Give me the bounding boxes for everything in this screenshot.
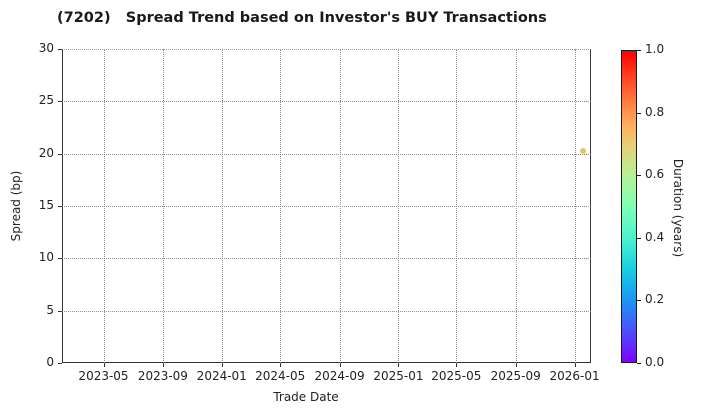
x-tick-label: 2024-05	[255, 369, 306, 383]
colorbar-tick-label: 0.0	[645, 355, 665, 369]
colorbar-tick-label: 0.2	[645, 292, 665, 307]
x-tick-mark	[221, 363, 223, 367]
x-tick-label: 2025-09	[490, 369, 541, 383]
colorbar-tick-mark	[637, 175, 641, 177]
colorbar-tick-mark	[637, 112, 641, 114]
x-tick-label: 2023-05	[78, 369, 129, 383]
colorbar-tick-label: 0.8	[645, 104, 665, 119]
y-tick-label: 10	[38, 250, 54, 265]
y-tick-mark	[58, 206, 62, 207]
x-axis-label: Trade Date	[273, 390, 339, 404]
colorbar-tick-mark	[637, 237, 641, 239]
y-gridline	[62, 258, 591, 260]
colorbar-tick-mark	[637, 50, 641, 51]
y-tick-mark	[58, 258, 62, 260]
y-gridline	[62, 153, 591, 155]
chart-title: (7202) Spread Trend based on Investor's …	[57, 10, 547, 26]
y-gridline	[62, 101, 591, 103]
x-tick-mark	[162, 363, 164, 367]
colorbar-tick-label: 0.6	[645, 167, 665, 182]
y-gridline	[62, 310, 591, 312]
x-tick-label: 2026-01	[549, 369, 600, 383]
y-tick-mark	[58, 101, 62, 103]
x-tick-mark	[339, 363, 341, 367]
x-tick-mark	[574, 363, 576, 367]
y-tick-label: 5	[46, 302, 54, 317]
x-tick-mark	[515, 363, 517, 367]
colorbar-tick-mark	[637, 363, 641, 364]
colorbar	[621, 50, 637, 363]
y-tick-mark	[58, 49, 62, 50]
y-tick-label: 15	[38, 198, 54, 212]
y-gridline	[62, 206, 591, 207]
y-tick-label: 25	[38, 93, 54, 108]
y-tick-mark	[58, 363, 62, 364]
y-tick-label: 20	[38, 145, 54, 160]
colorbar-tick-label: 0.4	[645, 229, 665, 244]
y-tick-mark	[58, 310, 62, 312]
colorbar-tick-label: 1.0	[645, 42, 665, 56]
x-tick-mark	[103, 363, 105, 367]
x-tick-label: 2023-09	[137, 369, 188, 383]
y-tick-label: 30	[38, 41, 54, 55]
y-tick-label: 0	[46, 355, 54, 369]
x-tick-mark	[398, 363, 400, 367]
x-tick-mark	[456, 363, 458, 367]
data-point	[580, 147, 587, 154]
x-tick-label: 2025-05	[431, 369, 482, 383]
x-tick-label: 2024-01	[196, 369, 247, 383]
y-tick-mark	[58, 153, 62, 155]
colorbar-axis-label: Duration (years)	[671, 158, 685, 258]
x-tick-mark	[280, 363, 282, 367]
x-tick-label: 2025-01	[373, 369, 424, 383]
colorbar-tick-mark	[637, 300, 641, 302]
x-tick-label: 2024-09	[314, 369, 365, 383]
